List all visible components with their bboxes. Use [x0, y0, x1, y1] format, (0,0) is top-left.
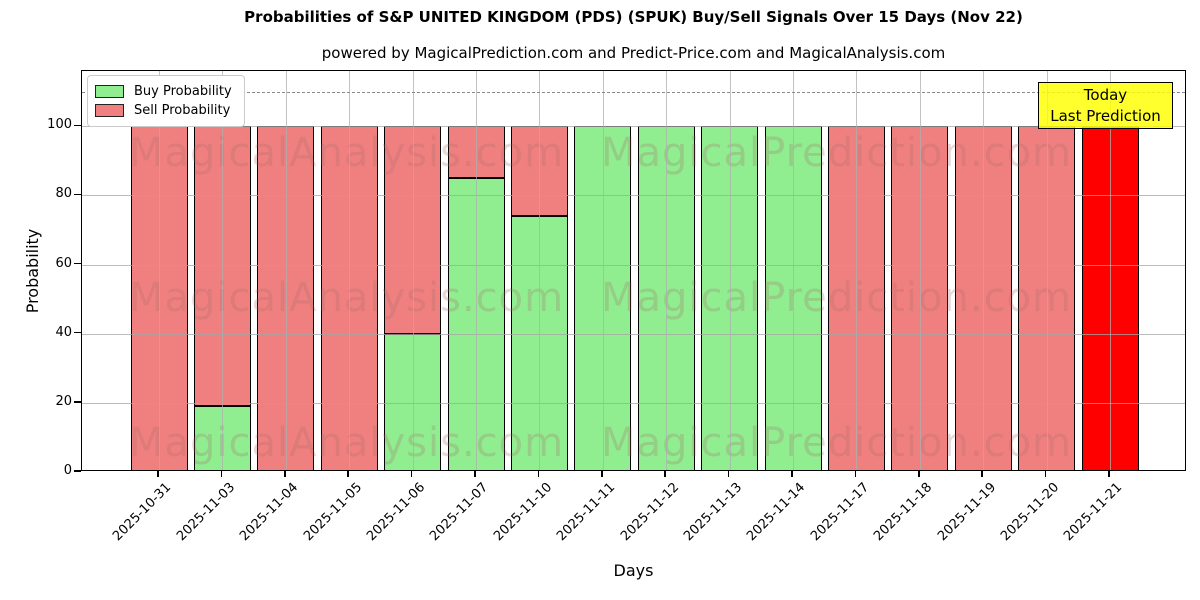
x-tick-label: 2025-11-20 — [998, 480, 1063, 545]
v-gridline — [1046, 71, 1048, 470]
v-gridline — [285, 71, 287, 470]
legend-swatch — [95, 85, 124, 98]
y-tick-label: 80 — [55, 186, 72, 202]
dashed-threshold-line — [82, 91, 1185, 93]
x-tick-mark — [1108, 471, 1110, 477]
v-gridline — [1110, 71, 1111, 470]
v-gridline — [983, 71, 985, 470]
x-tick-mark — [601, 471, 603, 477]
watermark-text: MagicalAnalysis.com — [129, 275, 565, 321]
v-gridline — [222, 71, 224, 470]
x-tick-label: 2025-11-18 — [871, 480, 936, 545]
h-gridline — [82, 264, 1185, 266]
legend-item-label: Sell Probability — [134, 103, 231, 118]
y-tick-label: 60 — [55, 255, 72, 271]
v-gridline — [602, 71, 604, 470]
v-gridline — [919, 71, 921, 470]
x-tick-mark — [410, 471, 413, 477]
v-gridline — [476, 71, 477, 470]
watermark-text: MagicalPrediction.com — [601, 275, 1072, 321]
y-tick-label: 100 — [47, 117, 72, 133]
y-tick-label: 40 — [55, 324, 72, 340]
x-tick-mark — [537, 471, 540, 477]
legend-box: Buy Probability Sell Probability — [87, 75, 245, 127]
x-tick-mark — [220, 471, 223, 477]
watermark-text: MagicalAnalysis.com — [129, 420, 565, 466]
x-tick-label: 2025-11-11 — [554, 480, 619, 545]
h-gridline — [82, 195, 1185, 197]
h-gridline — [82, 402, 1185, 404]
v-gridline — [729, 71, 731, 470]
h-gridline — [82, 126, 1185, 128]
x-tick-mark — [918, 471, 920, 477]
v-gridline — [159, 71, 160, 470]
x-tick-label: 2025-11-10 — [490, 480, 556, 545]
x-tick-label: 2025-10-31 — [110, 480, 175, 545]
x-tick-label: 2025-11-03 — [173, 480, 239, 545]
x-tick-mark — [664, 471, 666, 477]
x-tick-label: 2025-11-07 — [427, 480, 492, 545]
x-tick-mark — [727, 471, 730, 477]
v-gridline — [349, 71, 351, 470]
y-tick-mark — [74, 124, 81, 127]
x-tick-label: 2025-11-19 — [934, 480, 999, 545]
x-tick-mark — [791, 471, 793, 477]
y-tick-mark — [74, 262, 81, 265]
x-axis-label: Days — [613, 561, 654, 580]
v-gridline — [412, 71, 414, 470]
x-tick-mark — [1044, 471, 1047, 477]
y-tick-mark — [74, 401, 81, 403]
watermark-text: MagicalAnalysis.com — [129, 130, 565, 176]
x-tick-label: 2025-11-14 — [744, 480, 809, 545]
v-gridline — [793, 71, 794, 470]
v-gridline — [666, 71, 668, 470]
legend-item-label: Buy Probability — [134, 84, 232, 99]
x-tick-label: 2025-11-13 — [681, 480, 746, 545]
x-tick-label: 2025-11-21 — [1061, 480, 1126, 545]
x-tick-label: 2025-11-04 — [237, 480, 302, 545]
legend-item: Buy Probability — [95, 82, 232, 101]
x-tick-mark — [854, 471, 857, 477]
chart-title: Probabilities of S&P UNITED KINGDOM (PDS… — [244, 8, 1023, 26]
legend-swatch — [95, 104, 124, 117]
legend-item: Sell Probability — [95, 101, 232, 120]
h-gridline — [82, 333, 1185, 335]
x-tick-mark — [981, 471, 983, 477]
y-tick-label: 20 — [55, 393, 72, 409]
x-tick-mark — [157, 471, 159, 477]
today-annotation-line: Last Prediction — [1050, 106, 1161, 125]
plot-area: MagicalAnalysis.com MagicalPrediction.com… — [81, 70, 1186, 471]
today-annotation-line: Today — [1083, 85, 1128, 104]
y-tick-mark — [74, 470, 81, 472]
y-tick-label: 0 — [63, 463, 72, 478]
y-tick-mark — [74, 193, 81, 196]
x-tick-mark — [474, 471, 476, 477]
v-gridline — [856, 71, 858, 470]
x-tick-label: 2025-11-17 — [807, 480, 873, 545]
x-tick-mark — [284, 471, 286, 477]
today-annotation-box: Today Last Prediction — [1038, 82, 1173, 129]
watermark-text: MagicalPrediction.com — [601, 420, 1072, 466]
y-tick-mark — [74, 331, 81, 334]
x-tick-mark — [347, 471, 349, 477]
v-gridline — [539, 71, 541, 470]
x-tick-label: 2025-11-05 — [300, 480, 365, 545]
chart-subtitle: powered by MagicalPrediction.com and Pre… — [321, 44, 946, 62]
x-tick-label: 2025-11-06 — [364, 480, 429, 545]
x-tick-label: 2025-11-12 — [617, 480, 682, 545]
watermark-text: MagicalPrediction.com — [601, 130, 1072, 176]
